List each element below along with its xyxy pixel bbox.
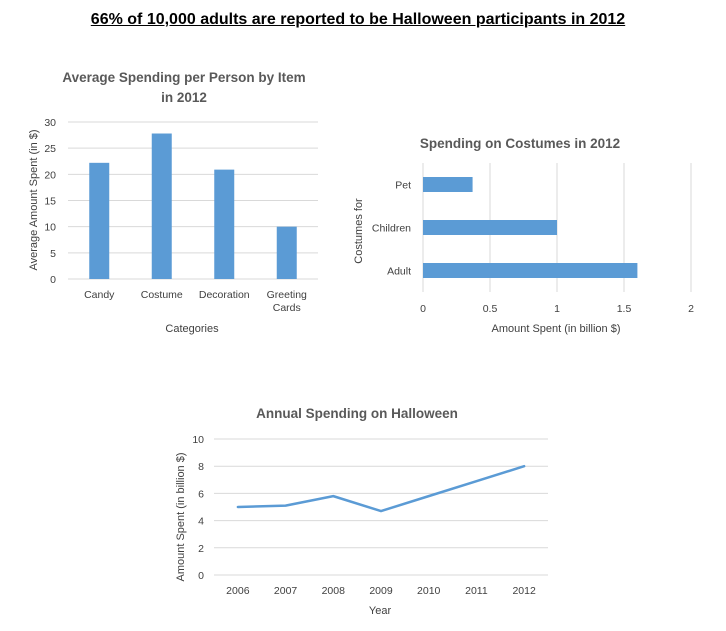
hbar-chart-x-axis-label: Amount Spent (in billion $) — [491, 323, 620, 335]
hbar-chart-y-axis-label: Costumes for — [353, 198, 365, 264]
y-tick-label: 0 — [50, 274, 56, 286]
series-line — [236, 464, 526, 513]
bar — [214, 169, 235, 279]
bar-chart-title-line-2: in 2012 — [161, 90, 207, 105]
x-tick-label: 2006 — [226, 585, 250, 597]
y-tick-label: 15 — [44, 196, 56, 208]
y-tick-label: 6 — [198, 488, 204, 500]
x-tick-label: 0.5 — [483, 303, 498, 315]
x-tick-label: 0 — [420, 303, 426, 315]
x-tick-label: 2008 — [322, 585, 346, 597]
x-tick-label: 2009 — [369, 585, 393, 597]
bar-chart-spending-per-person: Average Spending per Person by Item in 2… — [28, 70, 318, 335]
x-tick-label: Candy — [84, 289, 115, 301]
line-chart-annual-spending: Annual Spending on Halloween 0 2 4 6 8 10 200… — [175, 406, 548, 617]
x-tick-label: 2007 — [274, 585, 298, 597]
y-tick-label: 20 — [44, 169, 56, 181]
y-tick-label: 8 — [198, 461, 204, 473]
y-tick-label: 5 — [50, 248, 56, 260]
bar-chart-y-axis-label: Average Amount Spent (in $) — [28, 129, 40, 270]
x-tick-label: Greeting Cards — [267, 289, 307, 314]
x-tick-label: 1.5 — [617, 303, 632, 315]
y-tick-label: 30 — [44, 117, 56, 129]
bar — [276, 226, 297, 279]
hbar-chart-costume-spending: Spending on Costumes in 2012 Adult Childr… — [353, 136, 694, 335]
y-tick-label: Pet — [395, 180, 411, 192]
x-tick-label: Costume — [141, 289, 183, 301]
bar — [423, 177, 473, 192]
hbar-chart-title: Spending on Costumes in 2012 — [420, 136, 620, 151]
page-title: 66% of 10,000 adults are reported to be … — [90, 11, 626, 28]
y-tick-label: Children — [372, 223, 411, 235]
x-tick-label: Decoration — [199, 289, 250, 301]
y-tick-label: Adult — [387, 266, 411, 278]
bar — [89, 162, 110, 279]
y-tick-label: 10 — [44, 222, 56, 234]
y-tick-label: 25 — [44, 143, 56, 155]
line-chart-y-axis-label: Amount Spent (in billion $) — [175, 452, 187, 581]
bar — [151, 133, 172, 279]
bar-chart-title-line-1: Average Spending per Person by Item — [62, 70, 305, 85]
y-tick-label: 4 — [198, 516, 204, 528]
line-chart-x-axis-label: Year — [369, 605, 392, 617]
y-tick-label: 0 — [198, 570, 204, 582]
bar — [423, 220, 557, 235]
line-chart-title: Annual Spending on Halloween — [256, 406, 458, 421]
bar-chart-x-axis-label: Categories — [165, 323, 219, 335]
x-tick-label: 2010 — [417, 585, 441, 597]
y-tick-label: 2 — [198, 543, 204, 555]
x-tick-label: 1 — [554, 303, 560, 315]
y-tick-label: 10 — [192, 434, 204, 446]
x-tick-label: 2011 — [465, 585, 488, 597]
x-tick-label: 2012 — [512, 585, 536, 597]
x-tick-label: 2 — [688, 303, 694, 315]
bar — [423, 263, 638, 278]
